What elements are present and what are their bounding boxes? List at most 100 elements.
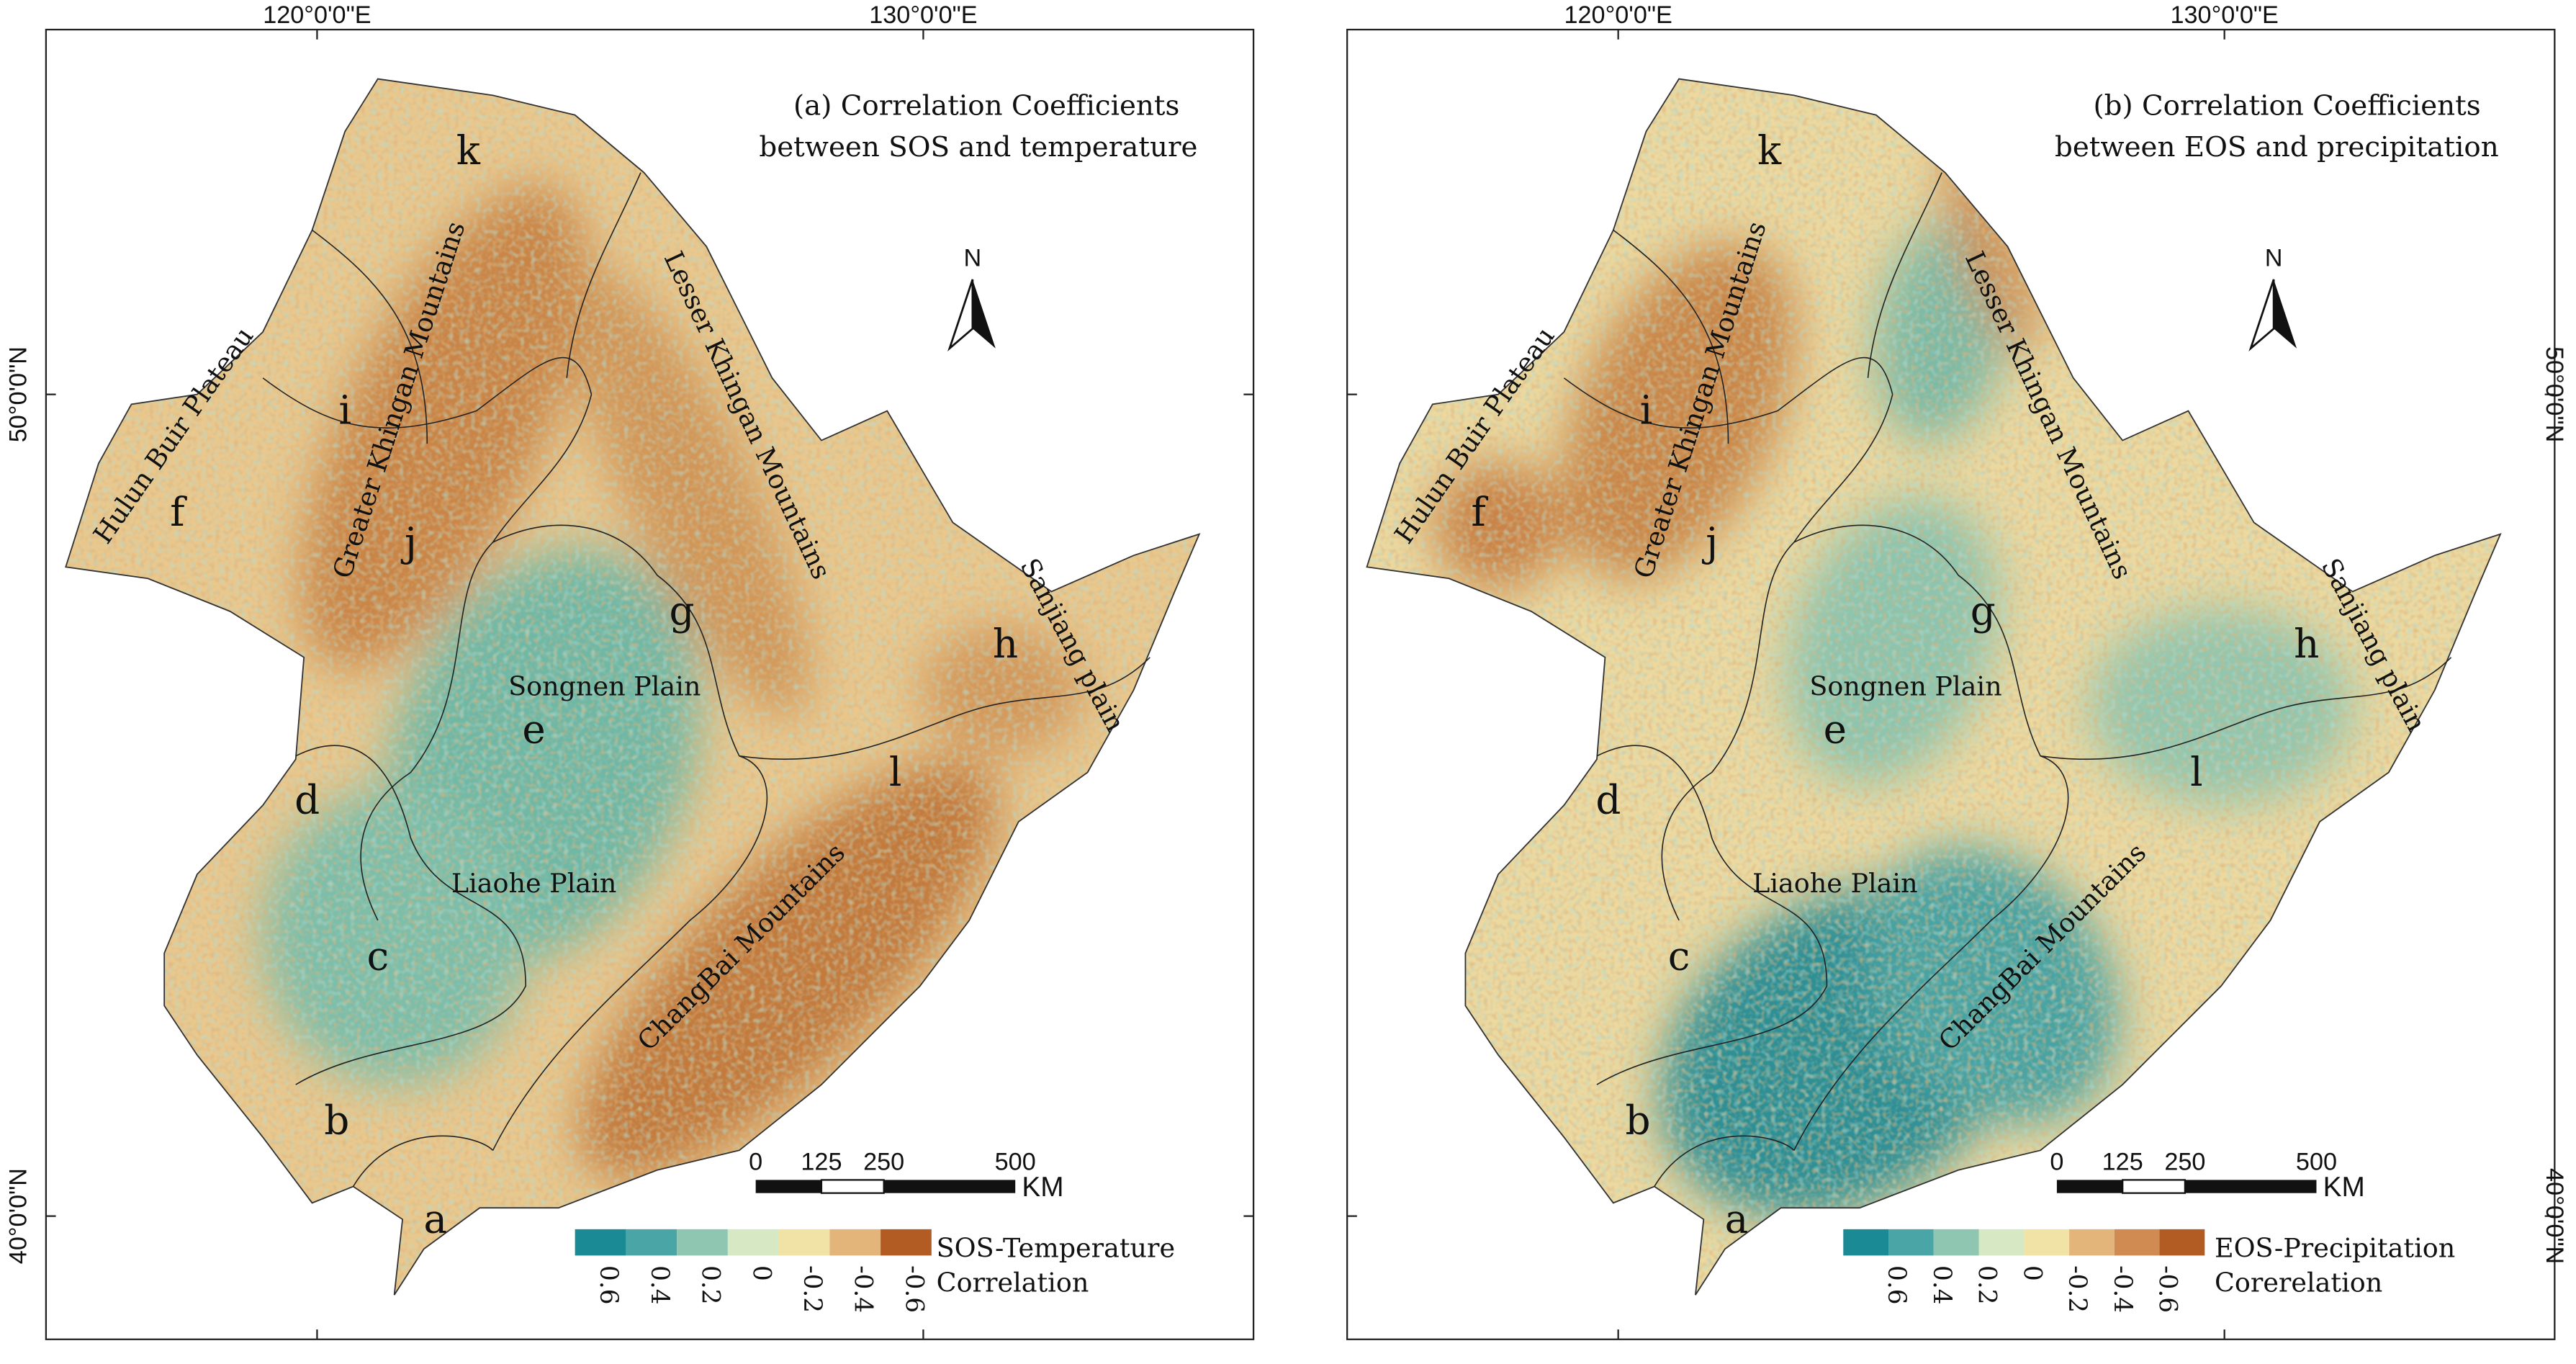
legend-title: EOS-Precipitation: [2215, 1233, 2455, 1264]
north-label: N: [964, 245, 982, 272]
legend-swatch: [2159, 1229, 2205, 1256]
legend-swatch: [1933, 1229, 1979, 1256]
panel-title: (a) Correlation Coefficients: [793, 90, 1179, 122]
region-label: g: [669, 588, 694, 634]
region-label: h: [2294, 621, 2319, 667]
legend-swatch: [881, 1229, 932, 1256]
legend-swatch: [2024, 1229, 2070, 1256]
place-label: Songnen Plain: [508, 670, 701, 701]
scale-bar: [2184, 1180, 2317, 1193]
place-label: Liaohe Plain: [451, 868, 617, 899]
scale-label: 250: [863, 1149, 904, 1176]
region-label: c: [366, 933, 389, 979]
region-label: k: [456, 127, 481, 174]
region-border: [262, 172, 1150, 1187]
latitude-label: 40°0'0"N: [5, 1168, 32, 1264]
longitude-label: 130°0'0"E: [2171, 1, 2279, 29]
legend-tick-label: -0.4: [849, 1265, 878, 1313]
north-arrow: [2274, 279, 2297, 349]
legend-tick-label: 0.4: [1927, 1265, 1956, 1304]
legend-swatch: [1978, 1229, 2025, 1256]
place-label: Liaohe Plain: [1752, 868, 1918, 899]
region-border: [1563, 172, 2452, 1187]
region-label: e: [1824, 706, 1847, 752]
legend-swatch: [829, 1229, 881, 1256]
scale-label: 125: [2102, 1149, 2143, 1176]
place-label: Songnen Plain: [1809, 670, 2001, 701]
scale-unit: KM: [2323, 1172, 2365, 1203]
region-label: i: [1640, 387, 1653, 434]
legend-tick-label: 0.2: [1973, 1265, 2001, 1304]
legend-tick-label: 0.2: [696, 1265, 725, 1304]
region-label: c: [1668, 933, 1690, 979]
scale-bar: [2056, 1180, 2123, 1193]
longitude-label: 120°0'0"E: [1564, 1, 1672, 29]
legend-tick-label: 0: [2017, 1265, 2046, 1281]
legend-tick-label: 0.4: [645, 1265, 674, 1304]
latitude-label: 50°0'0"N: [5, 346, 32, 442]
region-label: g: [1971, 588, 1996, 634]
legend-tick-label: 0.6: [1882, 1265, 1911, 1304]
legend-swatch: [677, 1229, 728, 1256]
map-panel: (a) Correlation Coefficients between SOS …: [5, 1, 1255, 1340]
region-label: e: [522, 706, 545, 752]
panel-title: between SOS and temperature: [759, 131, 1197, 163]
region-label: a: [1725, 1195, 1749, 1242]
legend-swatch: [1843, 1229, 1889, 1256]
legend-title: SOS-Temperature: [937, 1233, 1175, 1264]
legend-tick-label: -0.4: [2108, 1265, 2137, 1313]
scale-unit: KM: [1022, 1172, 1063, 1203]
region-label: h: [993, 621, 1018, 667]
legend-swatch: [2114, 1229, 2160, 1256]
panel-title: between EOS and precipitation: [2055, 131, 2499, 163]
region-label: l: [2190, 749, 2203, 795]
north-label: N: [2265, 245, 2283, 272]
scale-bar: [2122, 1179, 2187, 1194]
map-outline: [1366, 78, 2502, 1296]
legend-tick-label: -0.6: [2153, 1265, 2182, 1313]
legend-tick-label: -0.6: [899, 1265, 928, 1313]
region-label: b: [324, 1098, 349, 1144]
legend-title: Correlation: [937, 1267, 1089, 1298]
scale-bar: [820, 1179, 885, 1194]
region-label: d: [294, 777, 320, 823]
region-label: j: [400, 519, 417, 565]
region-label: f: [170, 489, 187, 535]
scale-label: 125: [801, 1149, 842, 1176]
legend-title: Corerelation: [2215, 1267, 2382, 1298]
scale-label: 0: [749, 1149, 762, 1176]
latitude-label: 40°0'0"N: [2541, 1168, 2568, 1264]
scale-label: 500: [995, 1149, 1036, 1176]
region-label: i: [338, 387, 351, 434]
scale-bar: [883, 1180, 1016, 1193]
region-label: j: [1701, 519, 1718, 565]
legend-swatch: [1888, 1229, 1934, 1256]
region-label: f: [1472, 489, 1489, 535]
legend-swatch: [575, 1229, 626, 1256]
region-label: l: [889, 749, 902, 795]
region-label: b: [1626, 1098, 1651, 1144]
region-label: a: [423, 1195, 447, 1242]
panel-title: (b) Correlation Coefficients: [2094, 90, 2481, 122]
legend-swatch: [2069, 1229, 2115, 1256]
region-label: k: [1757, 127, 1782, 174]
legend-swatch: [778, 1229, 830, 1256]
scale-label: 500: [2296, 1149, 2337, 1176]
legend-tick-label: -0.2: [798, 1265, 827, 1313]
legend-tick-label: -0.2: [2063, 1265, 2091, 1313]
legend-tick-label: 0: [747, 1265, 775, 1281]
longitude-label: 120°0'0"E: [263, 1, 371, 29]
north-arrow: [972, 279, 996, 349]
latitude-label: 50°0'0"N: [2541, 346, 2568, 442]
map-panel: (b) Correlation Coefficients between EOS …: [1346, 1, 2568, 1340]
scale-bar: [755, 1180, 821, 1193]
region-label: d: [1595, 777, 1621, 823]
legend-swatch: [727, 1229, 779, 1256]
scale-label: 0: [2050, 1149, 2063, 1176]
map-outline: [65, 78, 1201, 1296]
scale-label: 250: [2164, 1149, 2205, 1176]
longitude-label: 130°0'0"E: [869, 1, 977, 29]
legend-tick-label: 0.6: [594, 1265, 623, 1304]
